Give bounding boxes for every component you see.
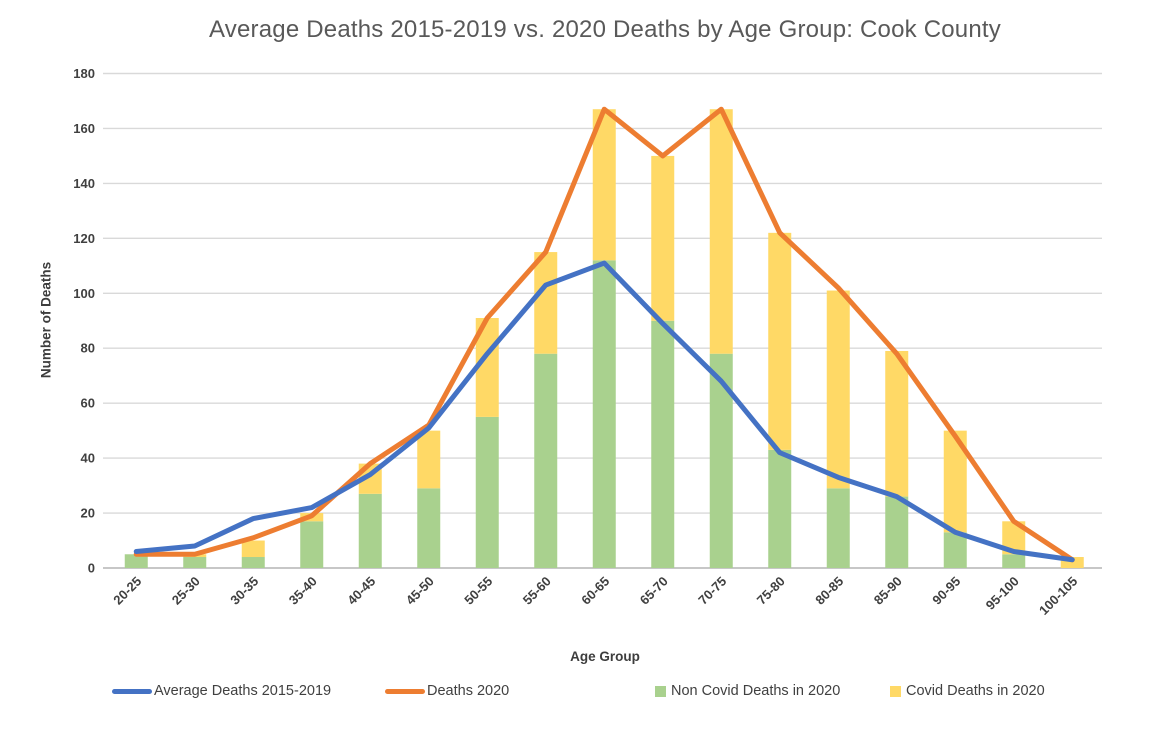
legend-label: Covid Deaths in 2020 bbox=[906, 683, 1045, 699]
bar-covid bbox=[241, 540, 265, 558]
bar-non-covid bbox=[475, 416, 499, 568]
legend-item-deaths-2020: Deaths 2020 bbox=[385, 680, 509, 702]
x-tick-label: 80-85 bbox=[812, 574, 846, 608]
bar-covid bbox=[709, 109, 733, 354]
bar-non-covid bbox=[651, 320, 675, 568]
bar-covid bbox=[768, 232, 792, 450]
x-tick-label: 50-55 bbox=[461, 574, 495, 608]
bar-non-covid bbox=[943, 532, 967, 568]
y-tick-label: 20 bbox=[81, 506, 95, 521]
bar-covid bbox=[475, 318, 499, 417]
line-deaths-2020 bbox=[133, 106, 1075, 563]
x-tick-label: 30-35 bbox=[227, 574, 261, 608]
y-tick-label: 140 bbox=[73, 176, 95, 191]
x-axis-title: Age Group bbox=[570, 649, 640, 664]
bar-covid bbox=[534, 252, 558, 354]
plot-area: 0 20 40 60 80 100 120 140 160 180 20-25 25-30 30-35 3… bbox=[73, 66, 1102, 618]
legend-label: Non Covid Deaths in 2020 bbox=[671, 683, 841, 699]
legend-line-swatch-orange bbox=[385, 688, 425, 694]
legend-item-covid-deaths: Covid Deaths in 2020 bbox=[890, 680, 1045, 702]
x-tick-label: 40-45 bbox=[344, 574, 378, 608]
bar-covid bbox=[592, 109, 616, 261]
legend-square-swatch-yellow bbox=[890, 685, 901, 697]
legend-item-average-deaths: Average Deaths 2015-2019 bbox=[112, 680, 331, 702]
bar-covid bbox=[651, 155, 675, 321]
bar-covid bbox=[826, 290, 850, 489]
bar-non-covid bbox=[592, 260, 616, 568]
bar-covid bbox=[1002, 521, 1026, 555]
bar-covid bbox=[885, 350, 909, 497]
x-tick-label: 45-50 bbox=[403, 574, 437, 608]
bar-non-covid bbox=[358, 493, 382, 568]
bar-non-covid bbox=[124, 554, 148, 568]
bar-non-covid bbox=[417, 488, 441, 568]
legend-label: Deaths 2020 bbox=[427, 683, 510, 699]
legend-label: Average Deaths 2015-2019 bbox=[154, 683, 332, 699]
bar-non-covid bbox=[1002, 554, 1026, 568]
legend: Average Deaths 2015-2019 Deaths 2020 Non… bbox=[0, 680, 1175, 704]
y-tick-label: 80 bbox=[81, 341, 95, 356]
bar-non-covid bbox=[709, 353, 733, 568]
x-tick-label: 100-105 bbox=[1036, 574, 1080, 618]
bar-non-covid bbox=[300, 521, 324, 568]
x-tick-label: 85-90 bbox=[871, 574, 905, 608]
y-tick-label: 40 bbox=[81, 451, 95, 466]
x-tick-label: 25-30 bbox=[169, 574, 203, 608]
bar-non-covid bbox=[183, 557, 207, 568]
bar-non-covid bbox=[241, 557, 265, 568]
x-tick-label: 75-80 bbox=[754, 574, 788, 608]
bar-covid bbox=[1060, 557, 1084, 568]
y-tick-label: 100 bbox=[73, 286, 95, 301]
x-tick-label: 55-60 bbox=[520, 574, 554, 608]
x-tick-label: 35-40 bbox=[286, 574, 320, 608]
bar-covid bbox=[417, 430, 441, 489]
bar-covid bbox=[943, 430, 967, 533]
legend-square-swatch-green bbox=[655, 685, 666, 697]
x-tick-label: 60-65 bbox=[578, 574, 612, 608]
x-tick-label: 95-100 bbox=[983, 574, 1022, 613]
chart-title: Average Deaths 2015-2019 vs. 2020 Deaths… bbox=[209, 16, 1001, 43]
legend-item-non-covid-deaths: Non Covid Deaths in 2020 bbox=[655, 680, 840, 702]
bar-non-covid bbox=[826, 488, 850, 568]
y-tick-label: 120 bbox=[73, 231, 95, 246]
bar-non-covid bbox=[534, 353, 558, 568]
legend-line-swatch-blue bbox=[112, 688, 152, 694]
y-tick-label: 60 bbox=[81, 396, 95, 411]
x-tick-label: 70-75 bbox=[695, 574, 729, 608]
x-tick-label: 65-70 bbox=[637, 574, 671, 608]
bar-non-covid bbox=[768, 449, 792, 568]
bar-non-covid bbox=[885, 496, 909, 568]
y-tick-label: 180 bbox=[73, 66, 95, 81]
y-tick-label: 0 bbox=[88, 561, 95, 576]
line-average-deaths bbox=[133, 260, 1075, 563]
x-tick-label: 20-25 bbox=[110, 574, 144, 608]
x-tick-label: 90-95 bbox=[929, 574, 963, 608]
y-tick-label: 160 bbox=[73, 121, 95, 136]
